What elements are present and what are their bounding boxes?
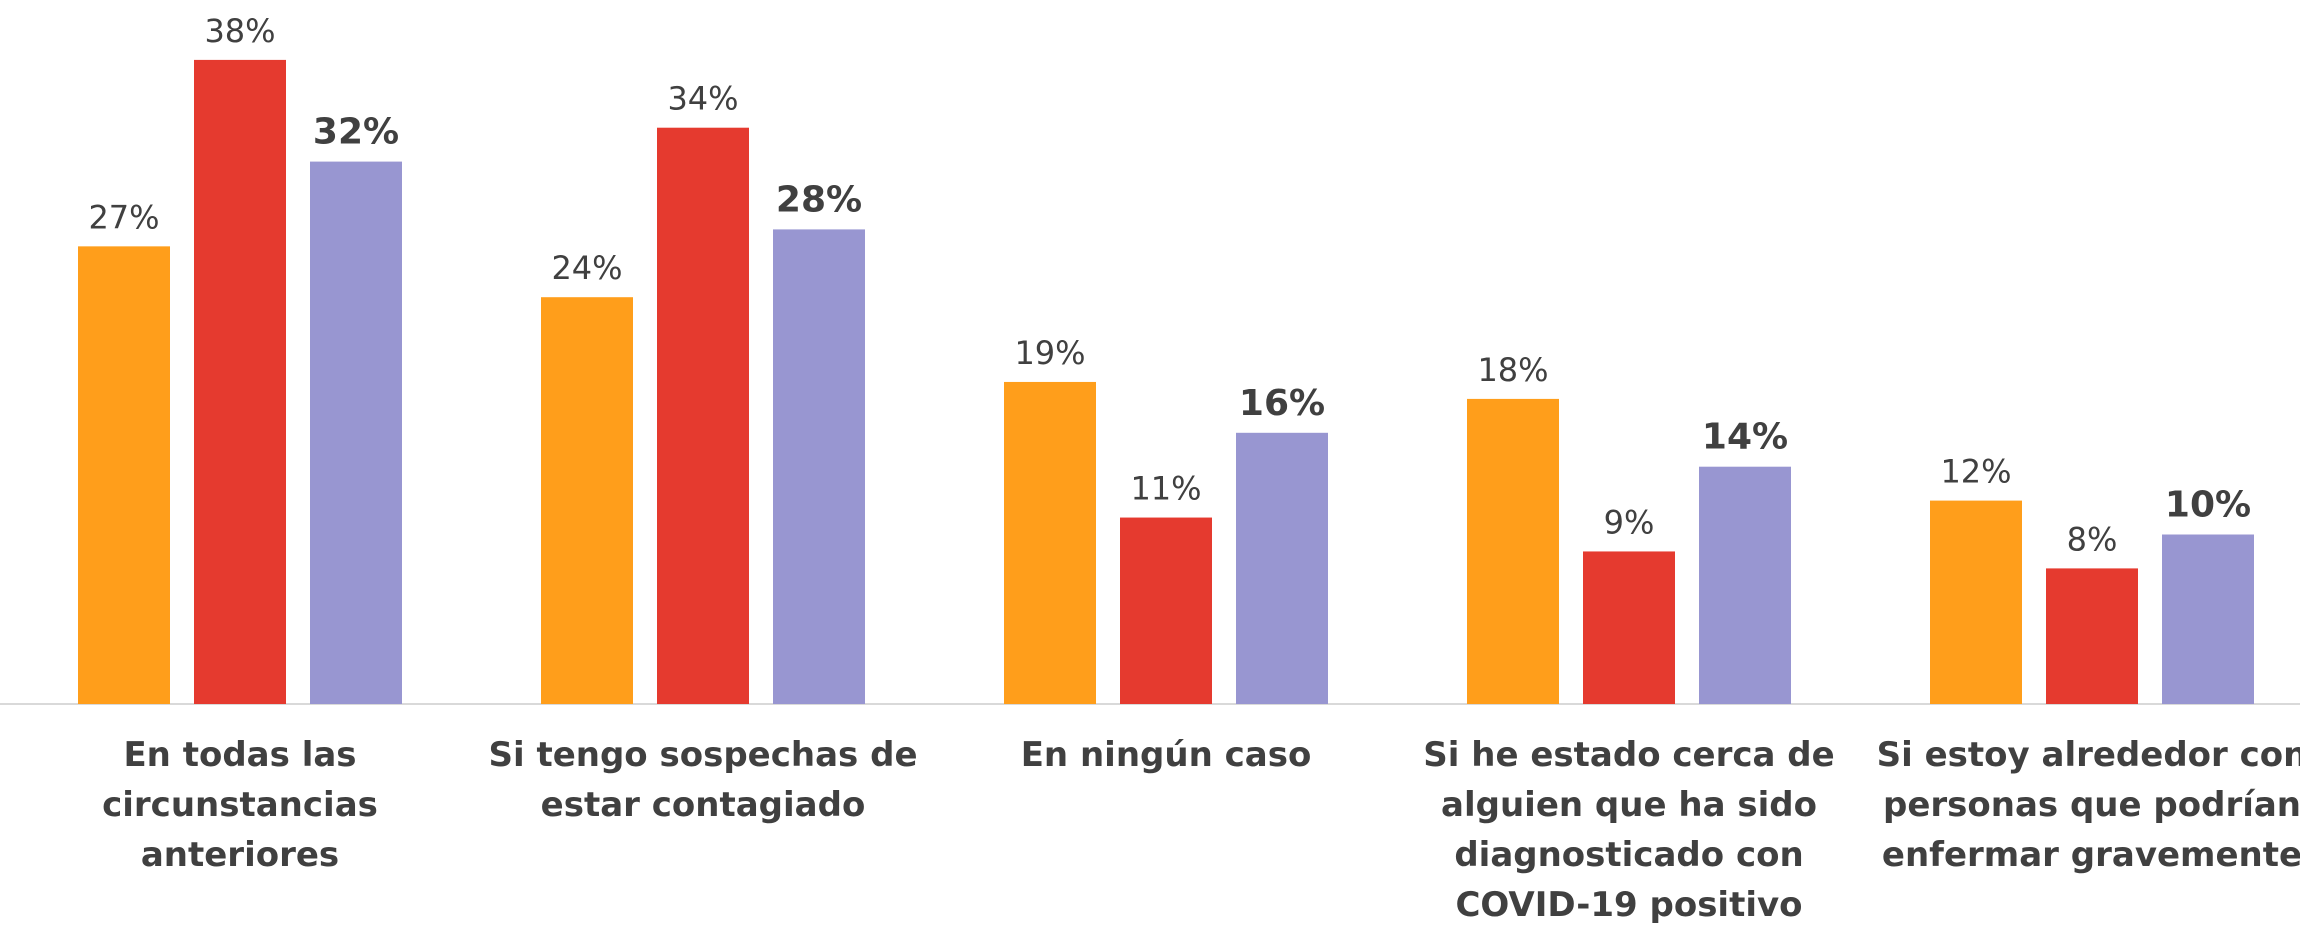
data-label: 18% — [1477, 351, 1548, 389]
data-label: 9% — [1604, 503, 1655, 541]
x-tick-label: En ningún caso — [1020, 735, 1312, 775]
data-label: 16% — [1239, 383, 1325, 424]
x-tick-label: En todas las circunstancias anteriores — [102, 735, 378, 875]
data-label: 14% — [1702, 417, 1788, 458]
data-label: 12% — [1940, 453, 2011, 491]
data-label: 10% — [2165, 485, 2251, 526]
data-label: 28% — [776, 179, 862, 220]
bar — [1699, 466, 1791, 704]
data-label: 32% — [313, 112, 399, 153]
data-label: 11% — [1130, 470, 1201, 508]
bar — [2046, 568, 2138, 704]
data-label: 8% — [2067, 520, 2118, 558]
data-label: 19% — [1014, 334, 1085, 372]
data-label: 27% — [88, 198, 159, 236]
data-label: 38% — [204, 12, 275, 50]
x-tick-label-box: Si he estado cerca de alguien que ha sid… — [1423, 735, 1835, 925]
x-tick-label-box: Si estoy alrededor con personas que podr… — [1876, 735, 2300, 875]
bar — [541, 297, 633, 704]
bar — [657, 127, 749, 704]
bar — [1467, 398, 1559, 704]
bar — [773, 229, 865, 704]
data-label: 24% — [551, 249, 622, 287]
bar — [1236, 432, 1328, 704]
x-tick-label: Si he estado cerca de alguien que ha sid… — [1423, 735, 1835, 925]
bar — [1004, 381, 1096, 704]
bar — [310, 161, 402, 705]
bar — [78, 246, 170, 704]
bar — [1930, 500, 2022, 704]
x-tick-label: Si estoy alrededor con personas que podr… — [1876, 735, 2300, 875]
x-tick-label-box: En todas las circunstancias anteriores — [102, 735, 378, 875]
bar — [2162, 534, 2254, 704]
x-tick-label-box: Si tengo sospechas de estar contagiado — [488, 735, 918, 825]
data-label: 34% — [667, 80, 738, 118]
bar — [194, 59, 286, 704]
x-tick-label-box: En ningún caso — [1020, 735, 1312, 775]
bar — [1120, 517, 1212, 704]
x-tick-label: Si tengo sospechas de estar contagiado — [488, 735, 918, 825]
bar — [1583, 551, 1675, 704]
